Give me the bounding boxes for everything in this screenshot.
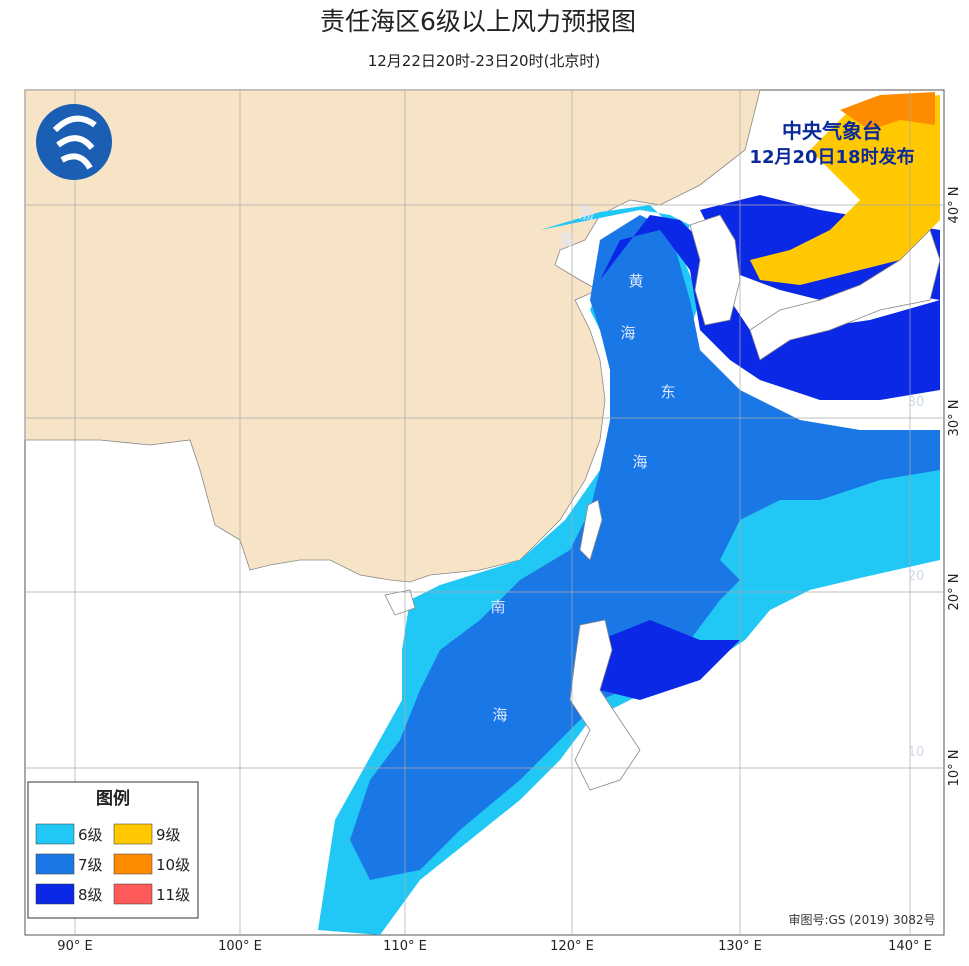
legend-swatch (113, 823, 153, 845)
legend-swatch (35, 823, 75, 845)
review-number: 审图号:GS (2019) 3082号 (788, 912, 935, 927)
taiwan (579, 499, 603, 561)
legend-label: 10级 (156, 856, 190, 874)
legend-label: 8级 (78, 886, 103, 904)
subtitle: 12月22日20时-23日20时(北京时) (368, 52, 601, 70)
legend-label: 9级 (156, 826, 181, 844)
wind-area-7 (350, 215, 940, 880)
legend-label: 11级 (156, 886, 190, 904)
longitude-label: 110° E (383, 939, 427, 954)
sea-label: 海 (620, 324, 635, 342)
sea-label: 海 (632, 453, 647, 471)
longitude-label: 140° E (888, 939, 932, 954)
inner-latitude-label: 10 (908, 745, 925, 760)
japan (749, 229, 941, 361)
latitude-label: 10° N (947, 750, 962, 787)
logo-circle (36, 104, 112, 180)
latitude-label: 30° N (947, 400, 962, 437)
wind-area-10 (840, 92, 935, 130)
sea-label: 海 (492, 706, 507, 724)
korea (689, 214, 741, 326)
logo (36, 104, 112, 180)
legend-swatch (113, 853, 153, 875)
sea-label: 南 (490, 598, 505, 616)
sea-label: 海 (558, 231, 573, 249)
sea-label: 黄 (628, 272, 643, 290)
longitude-label: 90° E (57, 939, 92, 954)
legend-swatch (113, 883, 153, 905)
legend: 图例 6级 9级 7级 10级 8级 11级 (27, 781, 199, 919)
agency: 中央气象台 (782, 119, 882, 143)
sea-label: 东 (660, 383, 675, 401)
inner-latitude-label: 20 (908, 569, 925, 584)
wind-area-8 (600, 620, 740, 700)
title: 责任海区6级以上风力预报图 (320, 7, 636, 36)
legend-swatch (35, 883, 75, 905)
wind-area-9 (750, 95, 940, 285)
sea-label: 渤 (578, 204, 593, 222)
legend-swatch (35, 853, 75, 875)
longitude-label: 120° E (550, 939, 594, 954)
issue-time: 12月20日18时发布 (749, 146, 914, 168)
inner-latitude-label: 30 (908, 395, 925, 410)
latitude-label: 40° N (947, 187, 962, 224)
latitude-label: 20° N (947, 574, 962, 611)
legend-label: 7级 (78, 856, 103, 874)
philippines (569, 619, 641, 791)
longitude-label: 100° E (218, 939, 262, 954)
wind-area-8 (600, 215, 940, 400)
logo-mark (52, 115, 97, 170)
longitude-label: 130° E (718, 939, 762, 954)
legend-title: 图例 (96, 788, 130, 809)
legend-label: 6级 (78, 826, 103, 844)
